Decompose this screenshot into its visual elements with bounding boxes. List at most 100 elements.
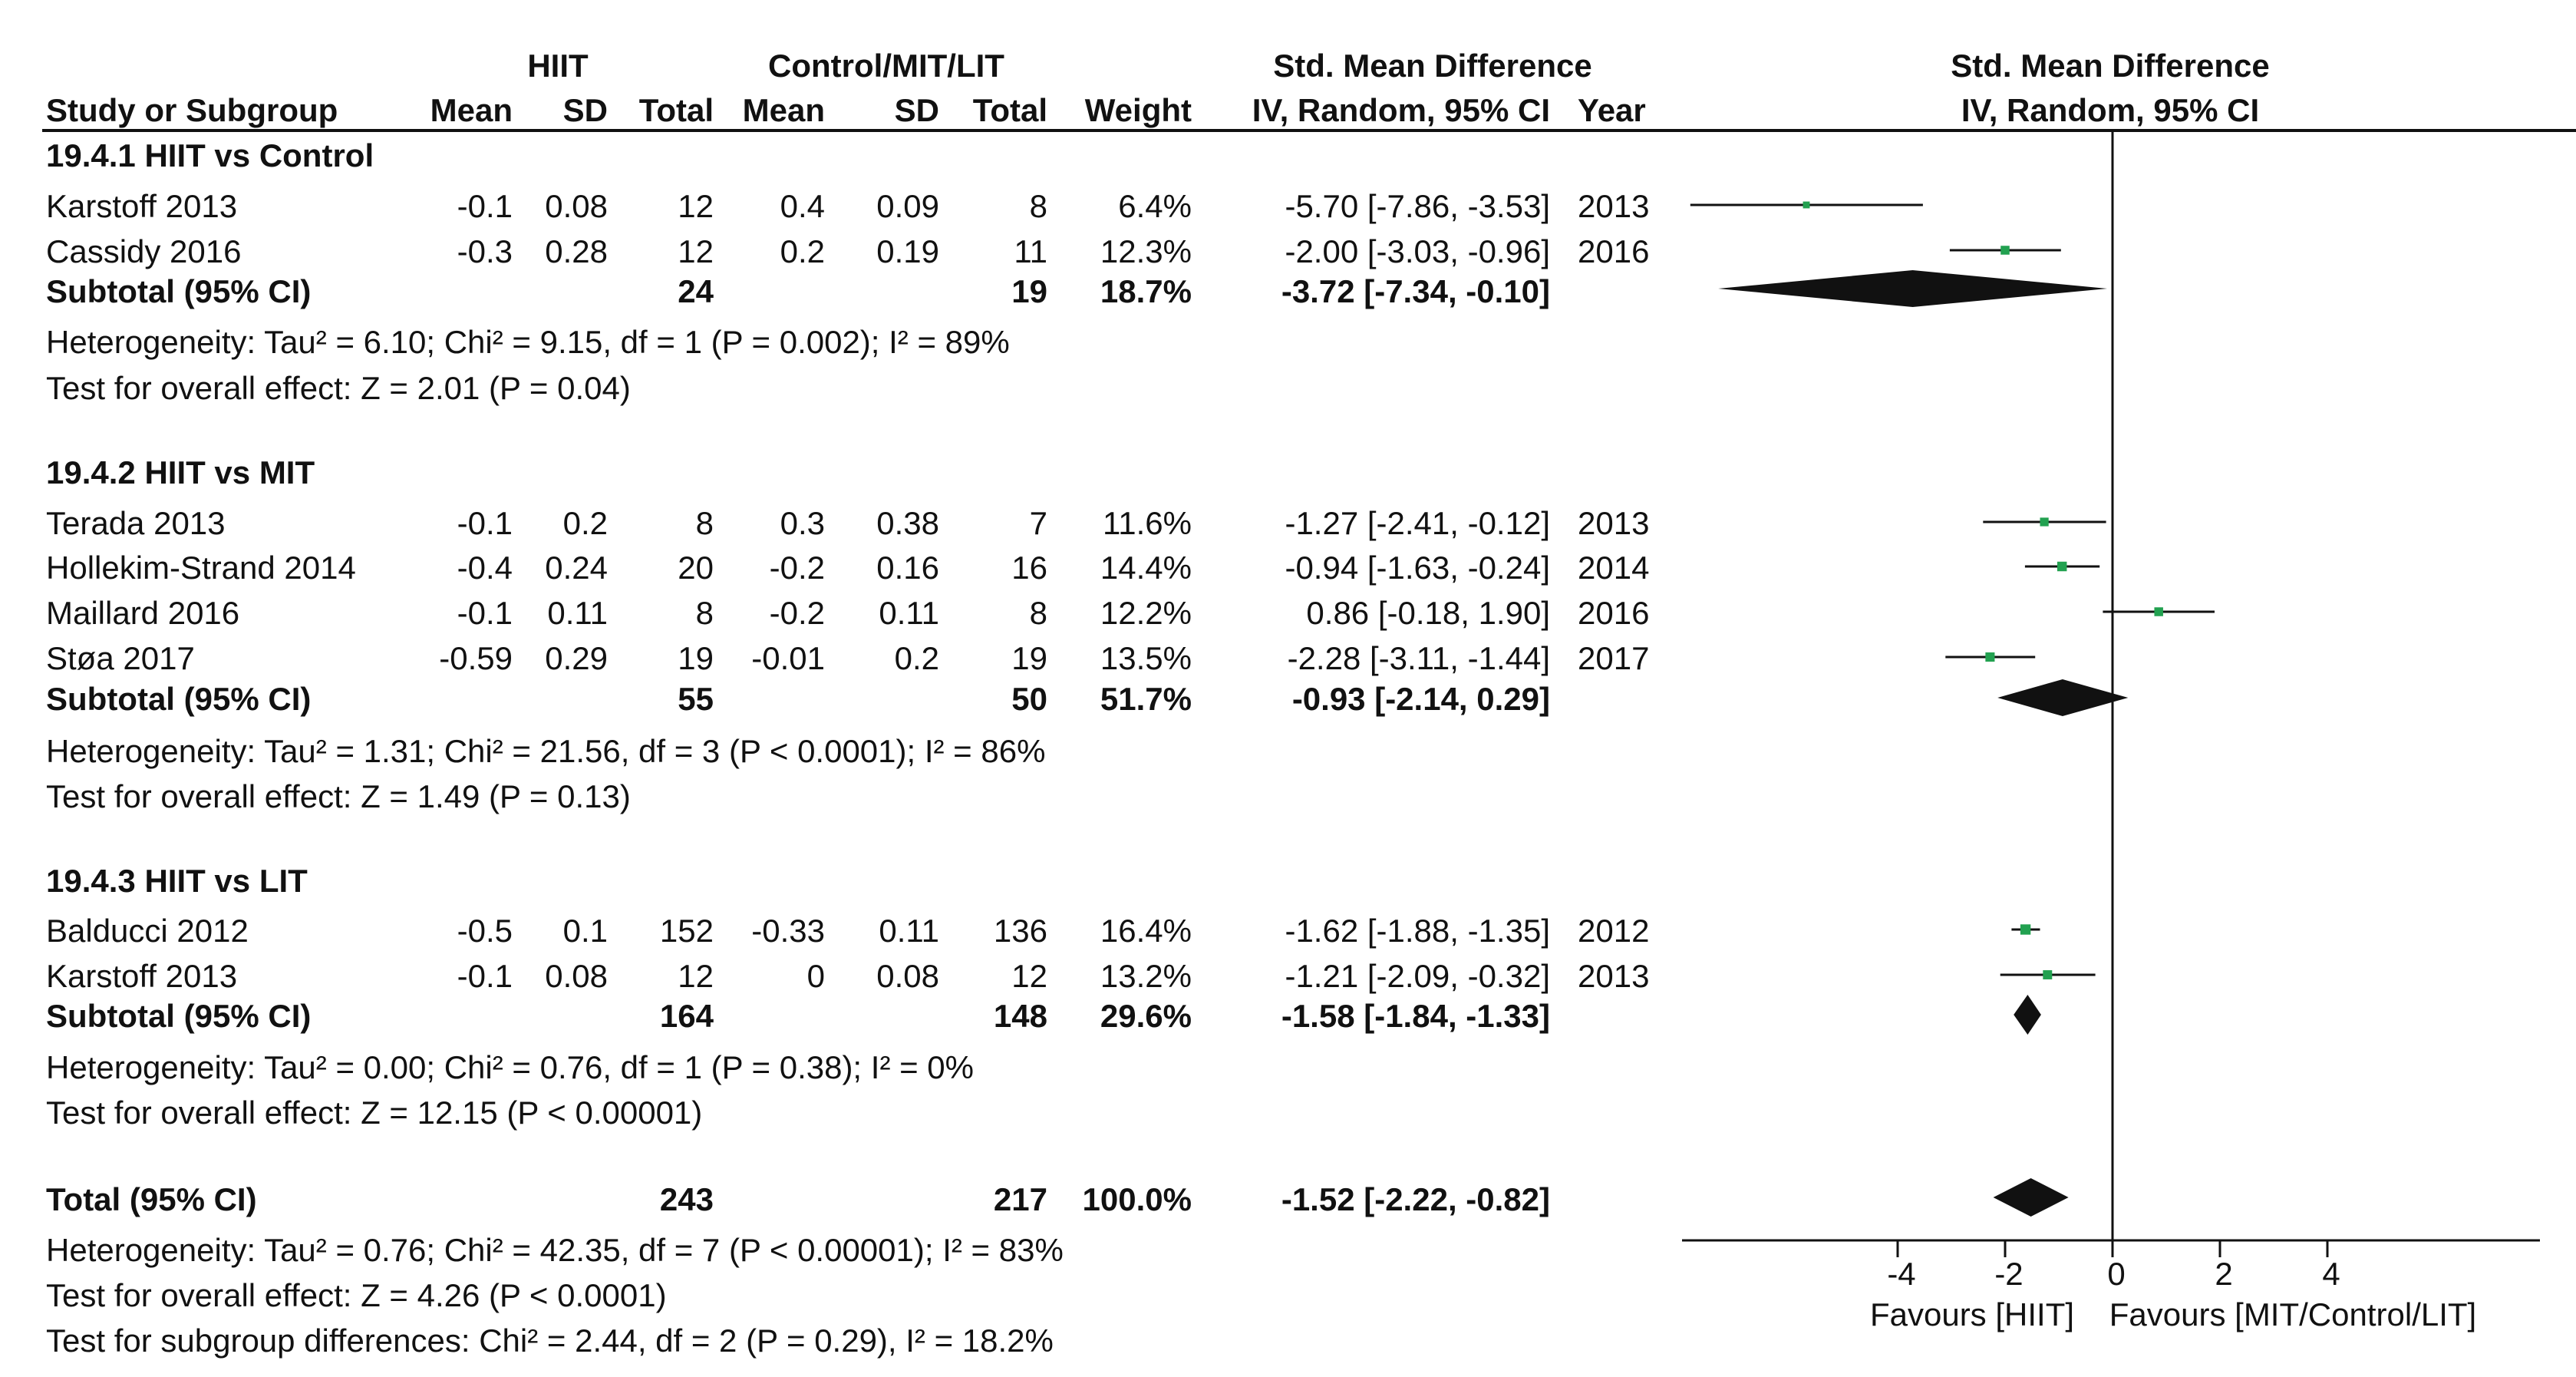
favours-hiit-label: Favours [HIIT] — [1869, 1296, 2075, 1332]
study-effect-marker — [1803, 201, 1810, 209]
study-smd-ci: 0.86 [-0.18, 1.90] — [1306, 595, 1550, 631]
subtotal-total-control: 148 — [993, 998, 1047, 1034]
weight-col-header: Weight — [1084, 92, 1192, 128]
study-weight: 13.5% — [1100, 640, 1192, 676]
study-smd-ci: -5.70 [-7.86, -3.53] — [1285, 188, 1550, 224]
subtotal-total-hiit: 24 — [678, 273, 714, 309]
study-mean-hiit: -0.1 — [457, 958, 513, 994]
study-sd-control: 0.16 — [876, 550, 939, 586]
study-mean-hiit: -0.3 — [457, 233, 513, 269]
pooled-effect-diamond — [1993, 1178, 2069, 1217]
study-mean-hiit: -0.4 — [457, 550, 513, 586]
study-mean-control: 0.4 — [780, 188, 825, 224]
study-total-hiit: 19 — [678, 640, 714, 676]
x-tick-label: 0 — [2107, 1256, 2126, 1292]
total-label: Total (95% CI) — [46, 1181, 257, 1217]
subtotal-weight: 18.7% — [1100, 273, 1192, 309]
study-effect-marker — [2154, 607, 2163, 616]
study-mean-control: 0.3 — [780, 505, 825, 541]
study-col-header: Study or Subgroup — [46, 92, 338, 128]
hiit-header: HIIT — [527, 48, 589, 84]
study-name: Støa 2017 — [46, 640, 195, 676]
subtotal-smd-ci: -0.93 [-2.14, 0.29] — [1291, 681, 1550, 717]
study-sd-hiit: 0.08 — [545, 188, 608, 224]
total1-col-header: Total — [638, 92, 714, 128]
study-sd-hiit: 0.29 — [545, 640, 608, 676]
study-year: 2013 — [1578, 505, 1650, 541]
study-total-control: 12 — [1011, 958, 1047, 994]
subtotal-weight: 29.6% — [1100, 998, 1192, 1034]
study-total-control: 16 — [1011, 550, 1047, 586]
subgroup-differences-text: Test for subgroup differences: Chi² = 2.… — [46, 1323, 1054, 1359]
pooled-effect-diamond — [1997, 679, 2129, 716]
total-total-control: 217 — [993, 1181, 1047, 1217]
study-total-hiit: 20 — [678, 550, 714, 586]
study-total-hiit: 8 — [695, 505, 714, 541]
study-total-hiit: 152 — [659, 913, 714, 949]
heterogeneity-text: Heterogeneity: Tau² = 1.31; Chi² = 21.56… — [46, 733, 1046, 769]
study-total-control: 136 — [993, 913, 1047, 949]
study-mean-control: -0.2 — [769, 550, 825, 586]
smd-table-header: Std. Mean Difference — [1273, 48, 1592, 84]
study-effect-marker — [2040, 517, 2049, 527]
subtotal-label: Subtotal (95% CI) — [46, 681, 312, 717]
study-year: 2013 — [1578, 958, 1650, 994]
subtotal-label: Subtotal (95% CI) — [46, 998, 312, 1034]
subtotal-smd-ci: -3.72 [-7.34, -0.10] — [1281, 273, 1550, 309]
study-mean-hiit: -0.1 — [457, 595, 513, 631]
study-total-control: 8 — [1029, 188, 1047, 224]
study-year: 2012 — [1578, 913, 1650, 949]
subtotal-total-hiit: 164 — [659, 998, 714, 1034]
heterogeneity-text: Heterogeneity: Tau² = 6.10; Chi² = 9.15,… — [46, 324, 1010, 360]
total-total-hiit: 243 — [659, 1181, 714, 1217]
x-tick-label: 4 — [2322, 1256, 2340, 1292]
pooled-effect-diamond — [1718, 270, 2107, 307]
x-tick-label: -2 — [1994, 1256, 2024, 1292]
x-tick-label: 2 — [2215, 1256, 2233, 1292]
ci-col-header: IV, Random, 95% CI — [1252, 92, 1550, 128]
smd-plot-header: Std. Mean Difference — [1951, 48, 2270, 84]
study-smd-ci: -1.21 [-2.09, -0.32] — [1285, 958, 1550, 994]
study-mean-hiit: -0.59 — [439, 640, 513, 676]
total-overall-effect-text: Test for overall effect: Z = 4.26 (P < 0… — [46, 1277, 667, 1313]
study-weight: 14.4% — [1100, 550, 1192, 586]
study-effect-marker — [2043, 970, 2053, 979]
study-mean-hiit: -0.5 — [457, 913, 513, 949]
study-weight: 13.2% — [1100, 958, 1192, 994]
study-total-control: 11 — [1014, 233, 1047, 269]
study-total-hiit: 12 — [678, 233, 714, 269]
subtotal-total-control: 50 — [1011, 681, 1047, 717]
study-effect-marker — [2020, 924, 2031, 935]
study-year: 2016 — [1578, 595, 1650, 631]
sd2-col-header: SD — [894, 92, 939, 128]
study-sd-hiit: 0.24 — [545, 550, 608, 586]
subtotal-weight: 51.7% — [1100, 681, 1192, 717]
study-weight: 12.2% — [1100, 595, 1192, 631]
study-sd-control: 0.11 — [879, 913, 939, 949]
study-smd-ci: -1.62 [-1.88, -1.35] — [1285, 913, 1550, 949]
study-total-hiit: 12 — [678, 958, 714, 994]
study-total-control: 7 — [1029, 505, 1047, 541]
study-year: 2014 — [1578, 550, 1650, 586]
study-name: Balducci 2012 — [46, 913, 249, 949]
study-sd-hiit: 0.2 — [562, 505, 608, 541]
study-year: 2013 — [1578, 188, 1650, 224]
study-name: Hollekim-Strand 2014 — [46, 550, 356, 586]
study-effect-marker — [2000, 246, 2010, 255]
study-weight: 6.4% — [1118, 188, 1192, 224]
study-weight: 11.6% — [1103, 505, 1192, 541]
total2-col-header: Total — [972, 92, 1047, 128]
study-sd-control: 0.2 — [894, 640, 939, 676]
study-effect-marker — [2057, 561, 2067, 572]
total-weight: 100.0% — [1082, 1181, 1192, 1217]
mean2-col-header: Mean — [742, 92, 825, 128]
study-weight: 12.3% — [1100, 233, 1192, 269]
study-mean-hiit: -0.1 — [457, 188, 513, 224]
study-sd-control: 0.38 — [876, 505, 939, 541]
year-col-header: Year — [1578, 92, 1646, 128]
study-total-control: 8 — [1029, 595, 1047, 631]
study-sd-hiit: 0.1 — [562, 913, 608, 949]
subgroup-title: 19.4.2 HIIT vs MIT — [46, 454, 315, 490]
